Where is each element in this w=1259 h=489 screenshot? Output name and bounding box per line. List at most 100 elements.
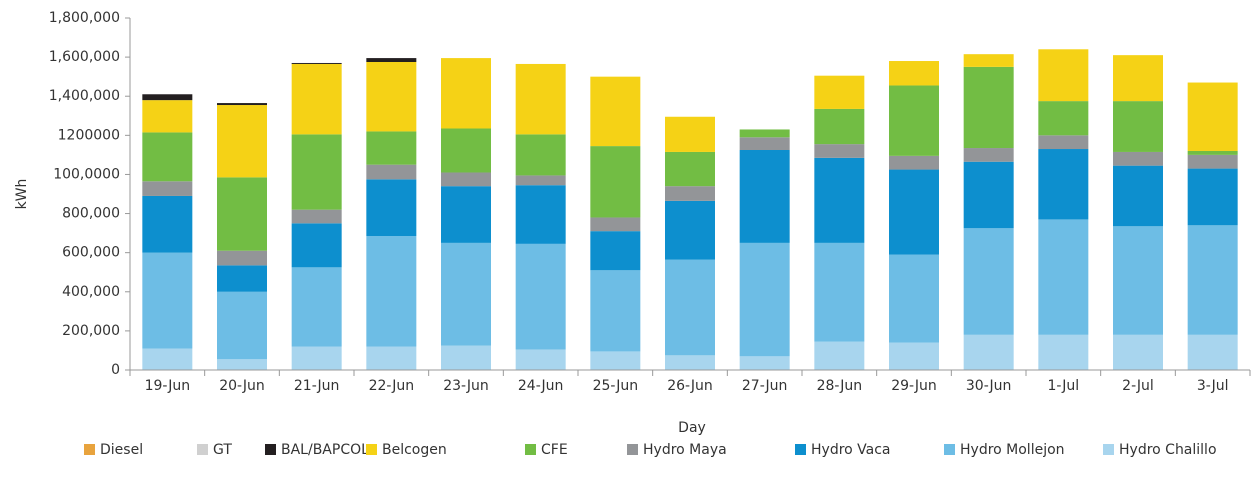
x-tick-label: 3-Jul bbox=[1197, 378, 1229, 394]
bar-segment bbox=[366, 179, 417, 237]
legend-swatch bbox=[265, 444, 276, 455]
bar-segment bbox=[665, 200, 715, 260]
legend-label: CFE bbox=[541, 442, 568, 458]
bar-segment bbox=[1113, 101, 1163, 152]
x-tick-label: 20-Jun bbox=[219, 378, 265, 394]
bar-segment bbox=[739, 150, 790, 243]
legend-label: Hydro Maya bbox=[643, 442, 727, 458]
bar-segment bbox=[1038, 219, 1089, 335]
bar-segment bbox=[590, 351, 641, 370]
bar-segment bbox=[889, 85, 939, 156]
bar-segment bbox=[1113, 226, 1163, 335]
y-tick-label: 0 bbox=[111, 362, 120, 378]
bar-segment bbox=[291, 63, 342, 135]
bar-segment bbox=[142, 181, 193, 196]
bar-segment bbox=[889, 61, 939, 86]
legend-swatch bbox=[84, 444, 95, 455]
legend-swatch bbox=[525, 444, 536, 455]
bar-segment bbox=[217, 250, 267, 266]
bar-segment bbox=[217, 291, 267, 360]
y-tick-label: 1,400,000 bbox=[49, 88, 120, 104]
bar-segment bbox=[515, 185, 566, 244]
bar-segment bbox=[366, 164, 417, 180]
bar-segment bbox=[142, 132, 193, 182]
bar-segment bbox=[814, 341, 865, 370]
bar-segment bbox=[665, 151, 715, 187]
bar-segment bbox=[291, 134, 342, 210]
bar-segment bbox=[590, 270, 641, 352]
bar-segment bbox=[1187, 225, 1238, 335]
bar-segment bbox=[963, 161, 1014, 229]
bar-segment bbox=[217, 359, 267, 370]
bar-segment bbox=[739, 356, 790, 370]
x-tick-label: 23-Jun bbox=[443, 378, 489, 394]
bar-segment bbox=[217, 105, 267, 178]
legend-label: Diesel bbox=[100, 442, 143, 458]
bar-segment bbox=[963, 148, 1014, 162]
bar-segment bbox=[814, 157, 865, 243]
bar-segment bbox=[739, 242, 790, 357]
bar-segment bbox=[814, 108, 865, 145]
bar-segment bbox=[291, 62, 342, 64]
bar-segment bbox=[366, 236, 417, 347]
bar-segment bbox=[515, 175, 566, 186]
x-tick-label: 1-Jul bbox=[1048, 378, 1080, 394]
bar-segment bbox=[441, 58, 491, 129]
y-tick-label: 1,800,000 bbox=[49, 10, 120, 26]
bar-segment bbox=[366, 62, 417, 132]
bar-segment bbox=[515, 349, 566, 370]
bar-segment bbox=[291, 209, 342, 224]
bar-segment bbox=[441, 186, 491, 243]
bar-segment bbox=[739, 137, 790, 150]
bar-segment bbox=[291, 267, 342, 347]
bar-segment bbox=[291, 223, 342, 268]
x-tick-label: 26-Jun bbox=[667, 378, 713, 394]
bar-segment bbox=[963, 334, 1014, 370]
bar-segment bbox=[590, 146, 641, 218]
x-tick-label: 30-Jun bbox=[966, 378, 1012, 394]
legend-swatch bbox=[944, 444, 955, 455]
legend-swatch bbox=[366, 444, 377, 455]
y-tick-label: 200,000 bbox=[62, 323, 120, 339]
bar-segment bbox=[590, 217, 641, 232]
bar-segment bbox=[1187, 150, 1238, 155]
legend-swatch bbox=[795, 444, 806, 455]
y-tick-label: 1,600,000 bbox=[49, 49, 120, 65]
bar-segment bbox=[441, 128, 491, 173]
bar-segment bbox=[217, 177, 267, 251]
x-tick-label: 22-Jun bbox=[369, 378, 415, 394]
bar-segment bbox=[814, 242, 865, 342]
bar-segment bbox=[889, 342, 939, 370]
bar-segment bbox=[665, 355, 715, 370]
bar-segment bbox=[515, 134, 566, 176]
bar-segment bbox=[889, 254, 939, 343]
bar-segment bbox=[1113, 165, 1163, 227]
y-tick-label: 100,0000 bbox=[53, 166, 120, 182]
bar-segment bbox=[366, 346, 417, 370]
bar-segment bbox=[441, 242, 491, 346]
bar-segment bbox=[1113, 334, 1163, 370]
x-tick-label: 25-Jun bbox=[593, 378, 639, 394]
x-tick-label: 28-Jun bbox=[817, 378, 863, 394]
bar-segment bbox=[291, 346, 342, 370]
bar-segment bbox=[963, 228, 1014, 335]
bar-segment bbox=[1038, 149, 1089, 220]
bar-segment bbox=[366, 58, 417, 62]
bar-segment bbox=[142, 252, 193, 349]
legend-swatch bbox=[627, 444, 638, 455]
legend-swatch bbox=[1103, 444, 1114, 455]
legend-label: Hydro Mollejon bbox=[960, 442, 1065, 458]
bar-segment bbox=[665, 259, 715, 356]
bar-segment bbox=[665, 116, 715, 152]
bar-segment bbox=[1113, 151, 1163, 166]
x-axis-label: Day bbox=[678, 420, 706, 436]
legend-label: BAL/BAPCOL bbox=[281, 442, 369, 458]
legend-label: Hydro Chalillo bbox=[1119, 442, 1217, 458]
bar-segment bbox=[963, 66, 1014, 149]
bar-segment bbox=[814, 75, 865, 109]
bar-segment bbox=[889, 169, 939, 255]
bar-segment bbox=[441, 172, 491, 187]
x-tick-label: 19-Jun bbox=[145, 378, 191, 394]
bar-segment bbox=[889, 155, 939, 170]
